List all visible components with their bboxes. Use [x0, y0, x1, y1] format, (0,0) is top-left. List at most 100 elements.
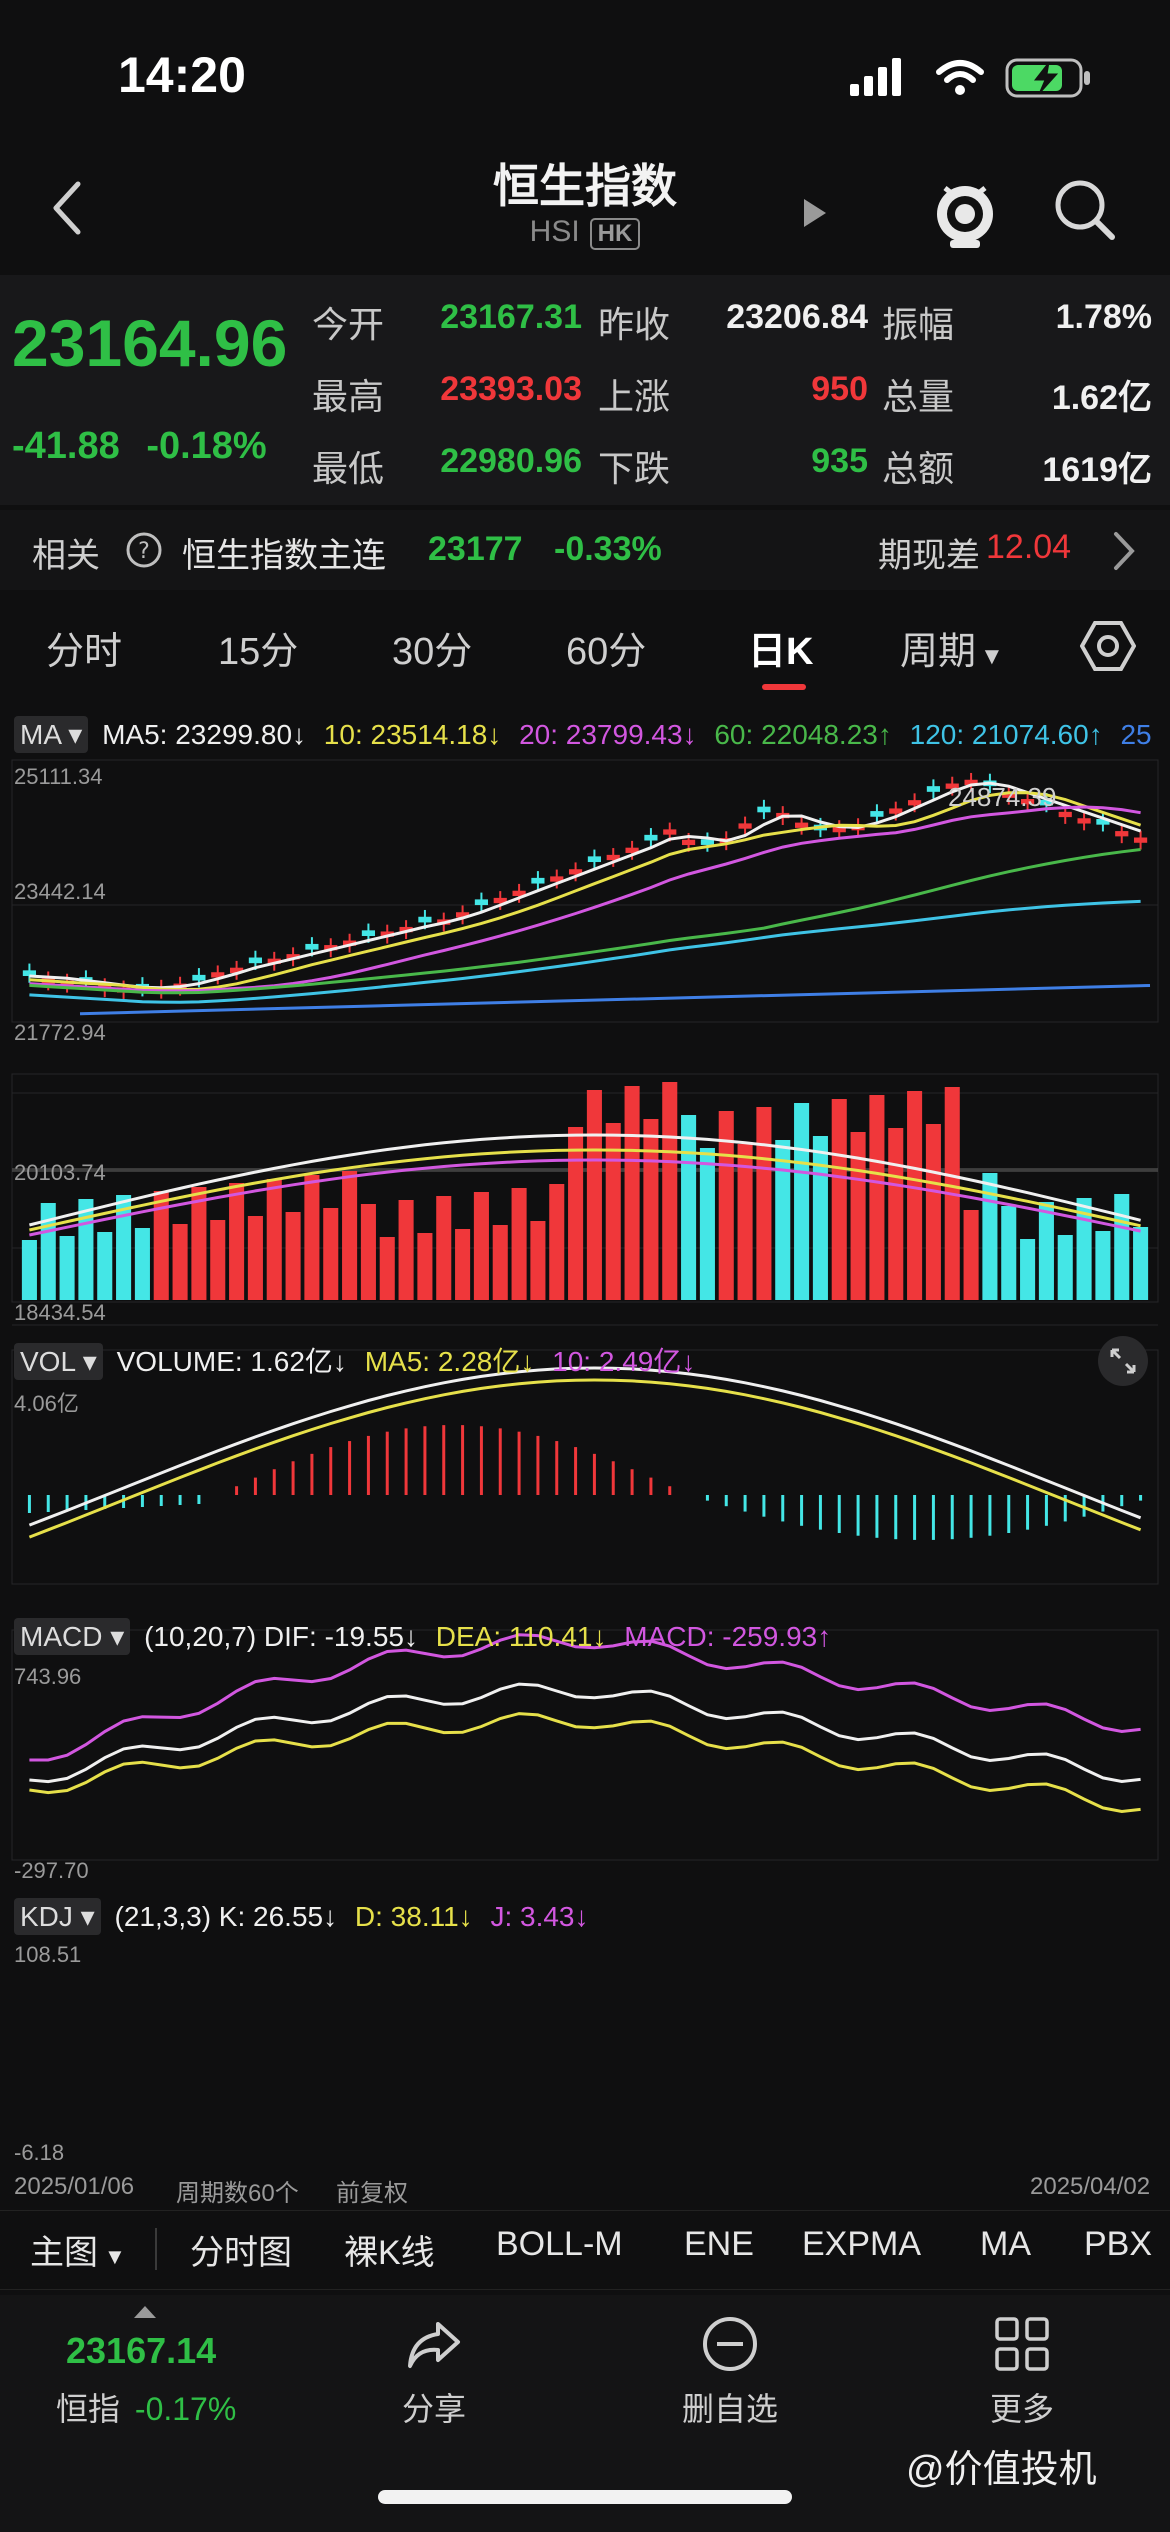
home-indicator — [378, 2490, 792, 2504]
tab-naked-k[interactable]: 裸K线 — [344, 2234, 435, 2272]
tab-period[interactable]: 周期 ▼ — [900, 631, 1004, 673]
ma10-value: 10: 23514.18↓ — [323, 719, 502, 750]
volume-bars — [21, 1082, 1149, 1300]
tab-intraday[interactable]: 分时 — [46, 631, 123, 673]
amplitude-value: 1.78% — [1055, 298, 1152, 336]
kdj-line — [29, 1633, 1141, 1762]
dif-value: (10,20,7) DIF: -19.55↓ — [144, 1621, 418, 1652]
svg-text:?: ? — [138, 539, 150, 564]
search-icon[interactable] — [1050, 175, 1120, 245]
tab-60min[interactable]: 60分 — [566, 631, 647, 673]
volume-ma-lines — [29, 1133, 1141, 1237]
high-marker-label: 24874.39 — [948, 782, 1057, 812]
footer-index-price[interactable]: 23167.14 — [66, 2330, 217, 2371]
open-label: 今开 — [312, 304, 385, 345]
candle-body — [1020, 798, 1035, 805]
candle-body — [305, 943, 319, 950]
tab-intraday-chart[interactable]: 分时图 — [190, 2234, 292, 2272]
open-value: 23167.31 — [440, 298, 582, 336]
kdj-lines — [29, 1633, 1141, 1814]
footer-index[interactable]: 恒指 -0.17% — [56, 2384, 236, 2430]
macd-selector[interactable]: MACD ▾ — [14, 1618, 131, 1655]
volume-bar — [473, 1192, 489, 1300]
last-price: 23164.96 — [12, 306, 288, 380]
candle-body — [512, 890, 526, 896]
ma120-value: 120: 21074.60↑ — [909, 719, 1103, 750]
volume-bar — [907, 1091, 923, 1300]
volume-bar — [210, 1220, 226, 1300]
volume-bar — [775, 1140, 791, 1300]
candle-body — [361, 930, 376, 937]
status-time: 14:20 — [118, 47, 246, 103]
expand-icon[interactable] — [1096, 1334, 1150, 1388]
volume-bar — [643, 1119, 659, 1300]
volume-bar — [1057, 1235, 1073, 1300]
candle-body — [794, 822, 809, 828]
settings-hexagon-icon[interactable] — [1080, 618, 1136, 674]
volume-bar — [398, 1200, 414, 1300]
adjust-mode[interactable]: 前复权 — [336, 2180, 408, 2207]
candle-body — [550, 876, 564, 882]
more-grid-icon[interactable] — [994, 2316, 1050, 2372]
tab-ene[interactable]: ENE — [684, 2225, 754, 2263]
ma-header: MA ▾ MA5: 23299.80↓ 10: 23514.18↓ 20: 23… — [14, 716, 1152, 753]
tab-boll-m[interactable]: BOLL-M — [496, 2225, 623, 2263]
volume-bar — [134, 1228, 150, 1300]
watermark: @价值投机 — [906, 2449, 1097, 2491]
decliners-label: 下跌 — [598, 448, 671, 489]
volume-bar — [982, 1173, 998, 1300]
signal-icon — [850, 58, 901, 96]
share-icon[interactable] — [404, 2318, 464, 2374]
candle-body — [229, 967, 244, 973]
change-percent: -0.18% — [146, 425, 267, 467]
mascot-icon[interactable] — [930, 170, 1000, 250]
tab-expma[interactable]: EXPMA — [802, 2225, 922, 2263]
candle-body — [644, 834, 658, 841]
volume-bar — [342, 1171, 358, 1300]
candle-body — [1077, 818, 1091, 824]
play-next-icon[interactable] — [800, 195, 830, 231]
volume-bar — [831, 1099, 847, 1300]
remove-watchlist-icon[interactable] — [700, 2314, 760, 2374]
page-title: 恒生指数 — [493, 160, 677, 212]
kdj-selector[interactable]: KDJ ▾ — [14, 1898, 101, 1935]
prev-close-label: 昨收 — [598, 304, 671, 345]
vol-selector[interactable]: VOL ▾ — [14, 1343, 103, 1380]
volume-bar — [379, 1237, 395, 1300]
ma-axis-5: 18434.54 — [14, 1300, 106, 1325]
moving-average-lines — [29, 781, 1151, 1016]
candle-body — [889, 808, 903, 814]
caret-up-icon[interactable] — [130, 2302, 160, 2322]
help-icon[interactable]: ? — [124, 530, 164, 570]
ma250-line — [79, 983, 1151, 1016]
back-chevron-icon[interactable] — [48, 180, 88, 236]
basis-label: 期现差 — [878, 537, 980, 575]
tab-30min[interactable]: 30分 — [392, 631, 473, 673]
candle-body — [286, 954, 300, 960]
tab-pbx[interactable]: PBX — [1084, 2225, 1153, 2263]
candle-body — [22, 970, 37, 977]
remove-watchlist-label[interactable]: 删自选 — [681, 2391, 778, 2427]
chevron-right-icon[interactable] — [1108, 530, 1138, 572]
low-value: 22980.96 — [440, 442, 582, 480]
volume-ma-line — [29, 1148, 1141, 1232]
ma-selector[interactable]: MA ▾ — [14, 716, 89, 753]
main-chart-selector[interactable]: 主图 ▼ — [30, 2234, 126, 2272]
volume-bar — [568, 1127, 584, 1300]
related-name[interactable]: 恒生指数主连 — [182, 537, 386, 575]
tab-daily-k[interactable]: 日K — [748, 631, 814, 673]
kline-chart[interactable] — [0, 700, 1170, 2170]
volume-bar — [97, 1232, 113, 1300]
advancers-value: 950 — [811, 370, 868, 408]
related-row[interactable] — [0, 510, 1170, 590]
more-label[interactable]: 更多 — [989, 2391, 1054, 2427]
candle-body — [1096, 819, 1110, 825]
j-value: J: 3.43↓ — [490, 1901, 589, 1932]
macd-axis-top: 743.96 — [14, 1664, 82, 1689]
candle-body — [342, 940, 357, 946]
macd-line — [28, 1378, 1142, 1539]
volume-bar — [229, 1183, 245, 1300]
tab-15min[interactable]: 15分 — [218, 631, 299, 673]
tab-ma[interactable]: MA — [980, 2225, 1031, 2263]
share-label[interactable]: 分享 — [401, 2391, 466, 2427]
